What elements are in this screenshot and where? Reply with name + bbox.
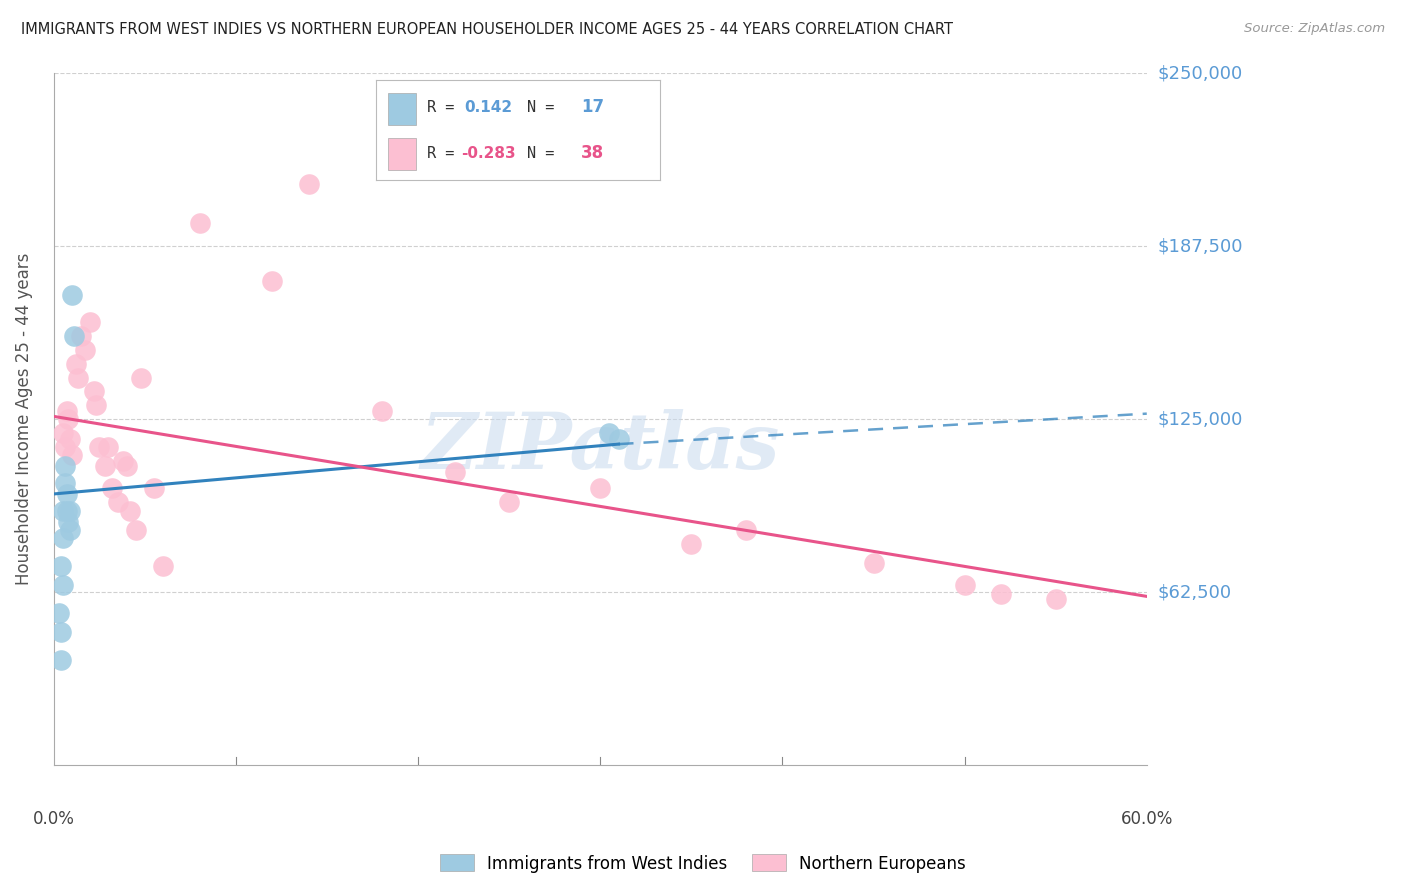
Point bbox=[107, 495, 129, 509]
Point bbox=[101, 482, 124, 496]
Point bbox=[53, 475, 76, 490]
Text: $187,500: $187,500 bbox=[1159, 237, 1243, 255]
Point bbox=[443, 465, 465, 479]
Point bbox=[97, 440, 120, 454]
Text: 60.0%: 60.0% bbox=[1121, 810, 1173, 829]
Legend: Immigrants from West Indies, Northern Europeans: Immigrants from West Indies, Northern Eu… bbox=[433, 847, 973, 880]
Point bbox=[52, 578, 75, 592]
Point bbox=[58, 515, 80, 529]
Text: ZIPatlas: ZIPatlas bbox=[420, 409, 780, 485]
Point bbox=[55, 503, 77, 517]
Point bbox=[53, 459, 76, 474]
Text: IMMIGRANTS FROM WEST INDIES VS NORTHERN EUROPEAN HOUSEHOLDER INCOME AGES 25 - 44: IMMIGRANTS FROM WEST INDIES VS NORTHERN … bbox=[21, 22, 953, 37]
Point bbox=[55, 404, 77, 418]
Point bbox=[59, 503, 82, 517]
Point bbox=[63, 329, 86, 343]
Point bbox=[120, 503, 142, 517]
Point bbox=[735, 523, 758, 537]
Point bbox=[52, 503, 75, 517]
Point bbox=[58, 412, 80, 426]
Point bbox=[52, 531, 75, 545]
Text: $250,000: $250,000 bbox=[1159, 64, 1243, 82]
Point bbox=[112, 453, 135, 467]
Point bbox=[298, 177, 321, 191]
Point bbox=[84, 398, 107, 412]
Point bbox=[953, 578, 976, 592]
Point bbox=[49, 625, 72, 640]
Point bbox=[52, 425, 75, 440]
Point bbox=[990, 586, 1012, 600]
Point bbox=[55, 487, 77, 501]
Point bbox=[129, 370, 152, 384]
Point bbox=[59, 432, 82, 446]
Point bbox=[1045, 592, 1067, 607]
Point bbox=[70, 329, 93, 343]
Point bbox=[79, 315, 101, 329]
Point bbox=[370, 404, 392, 418]
Text: $125,000: $125,000 bbox=[1159, 410, 1243, 428]
Text: Source: ZipAtlas.com: Source: ZipAtlas.com bbox=[1244, 22, 1385, 36]
Point bbox=[152, 558, 174, 573]
Point bbox=[48, 606, 70, 620]
Point bbox=[65, 357, 87, 371]
Point bbox=[59, 523, 82, 537]
Point bbox=[598, 425, 620, 440]
Y-axis label: Householder Income Ages 25 - 44 years: Householder Income Ages 25 - 44 years bbox=[15, 253, 32, 585]
Point bbox=[60, 448, 83, 462]
Point bbox=[89, 440, 111, 454]
Point bbox=[73, 343, 96, 357]
Point bbox=[262, 274, 284, 288]
Point bbox=[143, 482, 166, 496]
Point bbox=[681, 537, 703, 551]
Point bbox=[125, 523, 148, 537]
Point bbox=[862, 556, 884, 570]
Point bbox=[188, 216, 211, 230]
Point bbox=[94, 459, 117, 474]
Text: $62,500: $62,500 bbox=[1159, 583, 1232, 601]
Point bbox=[49, 558, 72, 573]
Point bbox=[589, 482, 612, 496]
Point bbox=[60, 287, 83, 301]
Point bbox=[498, 495, 520, 509]
Point bbox=[66, 370, 89, 384]
Point bbox=[53, 440, 76, 454]
Point bbox=[83, 384, 105, 399]
Point bbox=[607, 432, 630, 446]
Point bbox=[49, 653, 72, 667]
Text: 0.0%: 0.0% bbox=[32, 810, 75, 829]
Point bbox=[115, 459, 138, 474]
